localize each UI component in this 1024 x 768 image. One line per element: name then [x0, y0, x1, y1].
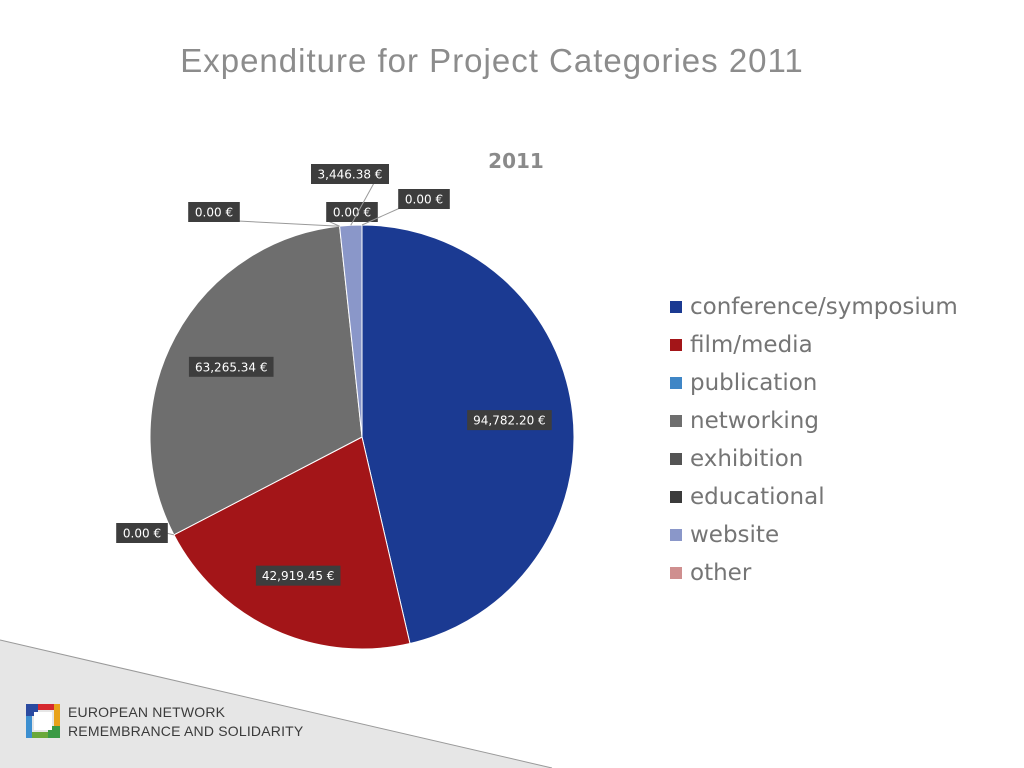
legend-item-other: other	[670, 554, 958, 592]
slide-title: Expenditure for Project Categories 2011	[180, 42, 804, 79]
svg-text:0.00 €: 0.00 €	[405, 193, 443, 207]
pie-slice-conference-symposium	[361, 224, 575, 645]
legend-swatch	[670, 339, 682, 351]
enrs-logo	[26, 704, 60, 738]
legend-item-conference-symposium: conference/symposium	[670, 288, 958, 326]
legend-swatch	[670, 301, 682, 313]
data-label-publication: 0.00 €	[116, 523, 168, 543]
svg-text:3,446.38 €: 3,446.38 €	[318, 168, 383, 182]
org-name: EUROPEAN NETWORK REMEMBRANCE AND SOLIDAR…	[68, 703, 303, 741]
legend-swatch	[670, 453, 682, 465]
data-label-exhibition: 0.00 €	[188, 202, 240, 222]
data-label-conference-symposium: 94,782.20 €	[467, 410, 552, 431]
leader-line-7	[361, 207, 401, 226]
data-label-film-media: 42,919.45 €	[255, 565, 341, 586]
legend-item-exhibition: exhibition	[670, 440, 958, 478]
data-label-other: 0.00 €	[398, 189, 450, 209]
svg-text:94,782.20 €: 94,782.20 €	[473, 414, 546, 428]
data-label-networking: 63,265.34 €	[188, 356, 274, 377]
legend-label: conference/symposium	[690, 294, 958, 320]
leader-line-4	[237, 220, 340, 227]
legend-swatch	[670, 415, 682, 427]
pie-slice-networking	[149, 225, 363, 536]
legend-swatch	[670, 567, 682, 579]
legend-item-networking: networking	[670, 402, 958, 440]
legend-label: exhibition	[690, 446, 804, 472]
legend-label: educational	[690, 484, 825, 510]
chart-legend: conference/symposium film/media publicatio…	[670, 288, 958, 592]
legend-swatch	[670, 491, 682, 503]
svg-text:0.00 €: 0.00 €	[333, 206, 371, 220]
legend-swatch	[670, 529, 682, 541]
legend-item-publication: publication	[670, 364, 958, 402]
legend-item-website: website	[670, 516, 958, 554]
chart-title: 2011	[488, 149, 544, 173]
pie-slice-film-media	[173, 436, 411, 650]
data-label-website: 3,446.38 €	[311, 164, 389, 184]
legend-label: networking	[690, 408, 819, 434]
legend-swatch	[670, 377, 682, 389]
leader-line-6	[350, 182, 375, 226]
org-name-line2: REMEMBRANCE AND SOLIDARITY	[68, 723, 304, 739]
legend-label: publication	[690, 370, 818, 396]
svg-text:63,265.34 €: 63,265.34 €	[195, 360, 268, 374]
svg-text:0.00 €: 0.00 €	[195, 206, 233, 220]
svg-text:0.00 €: 0.00 €	[123, 527, 161, 541]
legend-label: other	[690, 560, 752, 586]
svg-text:42,919.45 €: 42,919.45 €	[262, 569, 335, 583]
legend-item-educational: educational	[670, 478, 958, 516]
data-label-educational: 0.00 €	[326, 202, 378, 222]
org-name-line1: EUROPEAN NETWORK	[68, 704, 226, 720]
legend-label: film/media	[690, 332, 813, 358]
legend-item-film-media: film/media	[670, 326, 958, 364]
legend-label: website	[690, 522, 780, 548]
